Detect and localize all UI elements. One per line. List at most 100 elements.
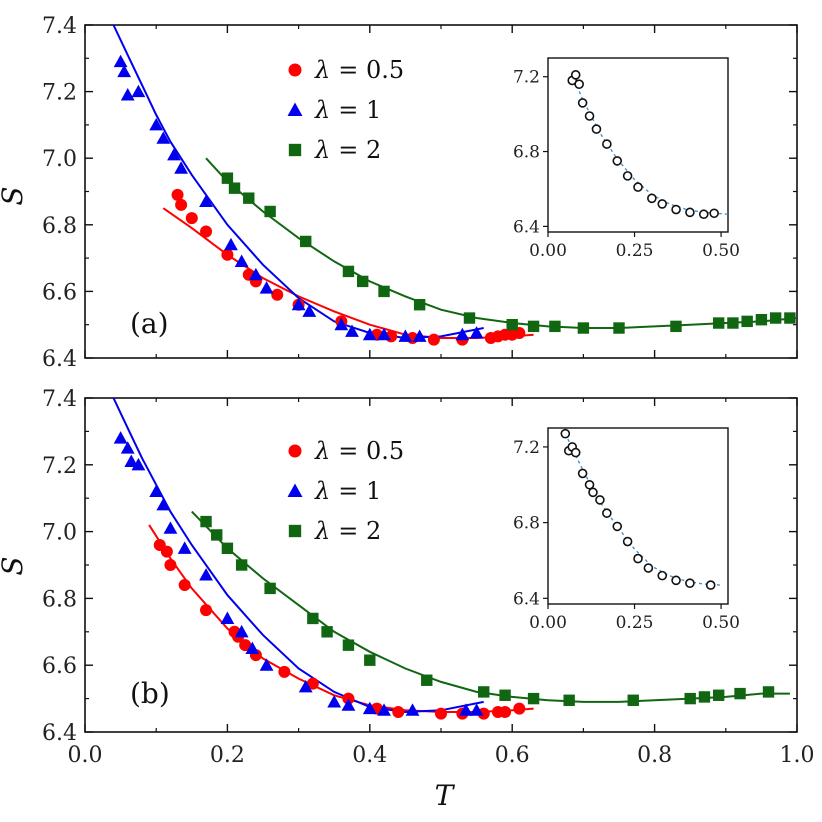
- panel-b-point-lambda-1: [327, 695, 342, 708]
- panel-b-xtick-label: 0.2: [210, 743, 245, 768]
- panel-a-point-lambda-0-5: [175, 198, 188, 211]
- panel-b-point-lambda-0-5: [392, 705, 405, 718]
- panel-a-point-lambda-0-5: [185, 212, 198, 225]
- panel-b-point-lambda-1: [177, 541, 192, 554]
- panel-a-legend-label-lambda-0-5: λ = 0.5: [314, 56, 404, 84]
- panel-a-point-lambda-1: [131, 84, 146, 98]
- panel-b-point-lambda-0-5: [513, 702, 526, 715]
- panel-a-ytick-label: 7.2: [42, 81, 77, 106]
- panel-a-point-lambda-2: [613, 322, 625, 334]
- panel-a-point-lambda-2: [784, 312, 796, 324]
- panel-a-point-lambda-1: [469, 326, 484, 339]
- panel-a-inset-ytick-label: 7.2: [513, 68, 540, 88]
- panel-b-point-lambda-2: [321, 626, 333, 638]
- panel-a-ytick-label: 6.8: [42, 214, 77, 239]
- panel-b-point-lambda-1: [405, 703, 420, 716]
- panel-a-point-lambda-0-5: [221, 248, 234, 261]
- panel-a-inset-point: [602, 139, 612, 149]
- panel-b-inset-point: [612, 521, 623, 532]
- panel-a-legend-label-lambda-2: λ = 2: [314, 136, 381, 164]
- panel-b-point-lambda-0-5: [239, 639, 252, 652]
- panel-b-point-lambda-1: [131, 457, 146, 471]
- panel-a-point-lambda-2: [577, 322, 590, 334]
- panel-a-point-lambda-2: [727, 317, 739, 329]
- panel-a-legend-value: = 2: [338, 136, 381, 164]
- panel-b-xtick-label: 0.4: [352, 743, 387, 768]
- panel-b-ylabel: S: [0, 556, 29, 575]
- panel-a-inset-point: [574, 79, 584, 89]
- panel-a-ytick-label: 7.4: [42, 14, 77, 39]
- x-axis-label: T: [435, 779, 456, 812]
- panel-a-inset-point: [698, 209, 709, 220]
- panel-a-point-lambda-2: [506, 319, 518, 331]
- panel-a-point-lambda-2: [712, 317, 725, 329]
- panel-a-point-lambda-2: [264, 205, 276, 218]
- panel-b-point-lambda-1: [469, 703, 484, 716]
- panel-a-inset-point: [577, 98, 588, 108]
- panel-a-point-lambda-1: [234, 254, 249, 267]
- panel-a-inset-xtick-label: 0.50: [702, 241, 740, 261]
- panel-a-point-lambda-2: [243, 192, 255, 204]
- panel-b-point-lambda-0-5: [278, 665, 291, 678]
- panel-a-legend-value: = 0.5: [338, 56, 404, 84]
- panel-a-legend-marker-lambda-0-5: [288, 63, 302, 77]
- panel-b-ytick-label: 6.4: [42, 721, 77, 746]
- panel-b-point-lambda-0-5: [200, 604, 213, 617]
- panel-b-inset: 6.4 6.8 7.2 0.00 0.25 0.50: [513, 427, 740, 633]
- panel-a-inset-xtick-label: 0.25: [616, 241, 654, 261]
- panel-b-point-lambda-0-5: [160, 545, 173, 558]
- panel-b-point-lambda-2: [478, 686, 490, 698]
- panel-b-inset-point: [577, 468, 588, 479]
- panel-a-label: (a): [130, 307, 169, 340]
- panel-a-legend-symbol: λ: [314, 136, 330, 164]
- panel-a-inset-xtick-label: 0.00: [529, 241, 567, 261]
- panel-a-point-lambda-1: [334, 317, 349, 331]
- panel-b-label: (b): [130, 677, 170, 710]
- panel-a-point-lambda-1: [377, 327, 391, 341]
- panel-b-point-lambda-1: [298, 680, 313, 693]
- panel-b-point-lambda-2: [563, 694, 575, 706]
- panel-b-point-lambda-1: [156, 497, 171, 511]
- panel-b-legend-symbol: λ: [314, 477, 330, 505]
- panel-b-point-lambda-1: [199, 568, 213, 581]
- panel-b-point-lambda-1: [259, 658, 274, 671]
- panel-b-point-lambda-2: [200, 515, 212, 528]
- panel-a-inset-point: [633, 182, 643, 192]
- panel-b-point-lambda-2: [684, 692, 696, 705]
- panel-a-point-lambda-0-5: [171, 188, 184, 201]
- panel-b-legend-value: = 1: [338, 477, 381, 505]
- panel-b-legend-label-lambda-2: λ = 2: [314, 517, 381, 545]
- panel-a-point-lambda-1: [149, 118, 164, 131]
- panel-b-xtick-label: 0.8: [637, 743, 672, 768]
- panel-b-ytick-label: 7.0: [42, 521, 77, 546]
- panel-b-fit-lambda-0-5: [148, 524, 534, 713]
- panel-a-inset: 6.4 6.8 7.2 0.00 0.25 0.50: [513, 57, 740, 261]
- panel-a-point-lambda-2: [342, 265, 355, 278]
- panel-a-point-lambda-0-5: [427, 333, 440, 346]
- panel-b-point-lambda-0-5: [178, 579, 191, 592]
- panel-b-point-lambda-1: [341, 698, 356, 711]
- panel-b-inset-point: [595, 495, 605, 505]
- panel-a-point-lambda-1: [224, 237, 238, 251]
- panel-a-point-lambda-1: [302, 304, 317, 317]
- panel-b-inset-point: [588, 487, 598, 498]
- panel-b-inset-point: [570, 447, 581, 458]
- panel-a-inset-point: [709, 208, 719, 219]
- panel-b-point-lambda-2: [712, 689, 725, 701]
- panel-a-point-lambda-1: [199, 194, 213, 208]
- panel-b-ytick-label: 7.2: [42, 454, 77, 479]
- panel-a-point-lambda-1: [120, 88, 135, 101]
- panel-b-point-lambda-2: [527, 692, 540, 705]
- panel-b-point-lambda-2: [307, 612, 319, 625]
- panel-b-legend-symbol: λ: [314, 517, 330, 545]
- panel-b-inset-point: [622, 536, 633, 547]
- panel-b-inset-point: [671, 575, 681, 586]
- panel-b-point-lambda-1: [459, 703, 473, 716]
- panel-a: S (a) 6.4 6.6 6.8 7.0 7.2 7.4 λ = 0.5 λ = 1 λ = 2 6.…: [0, 14, 798, 372]
- panel-b-point-lambda-2: [734, 687, 746, 700]
- panel-a-ytick-label: 6.6: [42, 280, 77, 305]
- panel-b-legend-marker-lambda-1: [287, 483, 303, 497]
- panel-a-point-lambda-2: [741, 315, 753, 328]
- panel-a-point-lambda-2: [378, 285, 390, 298]
